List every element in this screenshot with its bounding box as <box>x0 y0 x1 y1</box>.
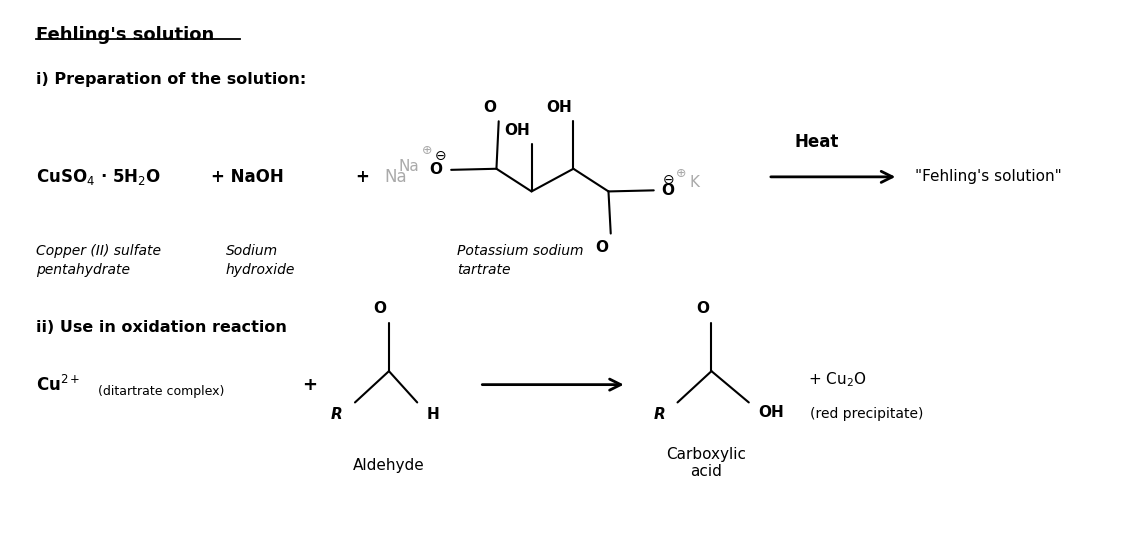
Text: Heat: Heat <box>795 133 839 151</box>
Text: R: R <box>331 407 343 422</box>
Text: Fehling's solution: Fehling's solution <box>35 26 214 44</box>
Text: Na: Na <box>384 168 407 186</box>
Text: + Cu$_2$O: + Cu$_2$O <box>807 370 866 389</box>
Text: Cu$^{2+}$: Cu$^{2+}$ <box>35 375 80 395</box>
Text: (red precipitate): (red precipitate) <box>809 407 923 421</box>
Text: Na: Na <box>399 158 420 174</box>
Text: OH: OH <box>546 100 571 115</box>
Text: i) Preparation of the solution:: i) Preparation of the solution: <box>35 72 307 87</box>
Text: ⊕: ⊕ <box>422 145 433 157</box>
Text: H: H <box>426 407 439 422</box>
Text: Aldehyde: Aldehyde <box>353 458 425 473</box>
Text: ⊖: ⊖ <box>662 173 674 187</box>
Text: O: O <box>374 301 386 316</box>
Text: K: K <box>690 175 700 190</box>
Text: O: O <box>595 239 608 254</box>
Text: Carboxylic
acid: Carboxylic acid <box>666 447 746 479</box>
Text: (ditartrate complex): (ditartrate complex) <box>98 385 225 398</box>
Text: Copper (II) sulfate
pentahydrate: Copper (II) sulfate pentahydrate <box>35 244 161 277</box>
Text: + NaOH: + NaOH <box>211 168 284 186</box>
Text: ii) Use in oxidation reaction: ii) Use in oxidation reaction <box>35 320 287 335</box>
Text: R: R <box>653 407 666 422</box>
Text: +: + <box>302 375 317 393</box>
Text: OH: OH <box>758 404 784 420</box>
Text: O: O <box>483 100 496 115</box>
Text: ⊖: ⊖ <box>435 150 447 163</box>
Text: OH: OH <box>504 123 530 138</box>
Text: Sodium
hydroxide: Sodium hydroxide <box>226 244 295 277</box>
Text: "Fehling's solution": "Fehling's solution" <box>915 169 1061 184</box>
Text: +: + <box>355 168 369 186</box>
Text: Potassium sodium
tartrate: Potassium sodium tartrate <box>457 244 584 277</box>
Text: O: O <box>695 301 709 316</box>
Text: ⊕: ⊕ <box>676 167 686 180</box>
Text: O: O <box>429 162 442 178</box>
Text: O: O <box>661 183 674 198</box>
Text: CuSO$_4$ · 5H$_2$O: CuSO$_4$ · 5H$_2$O <box>35 167 161 187</box>
